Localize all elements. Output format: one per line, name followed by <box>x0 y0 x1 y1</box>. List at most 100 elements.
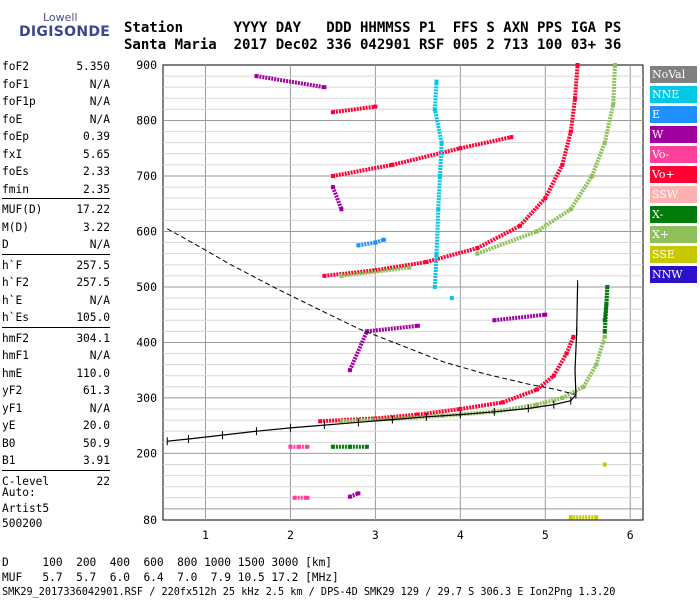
x-tick-label: 2 <box>287 528 294 542</box>
param-key: h`E <box>2 293 23 307</box>
legend-item-sse: SSE <box>650 246 697 263</box>
param-value: 257.5 <box>76 258 110 272</box>
param-row: foF2 5.350 <box>2 60 110 78</box>
plot-frame <box>162 64 644 521</box>
param-row: foE N/A <box>2 113 110 131</box>
param-key: fmin <box>2 182 29 196</box>
x-tick-label: 1 <box>202 528 209 542</box>
param-separator <box>2 469 110 475</box>
echo-trace-vo <box>502 387 538 405</box>
parameter-table: foF2 5.350 foF1 N/A foF1p N/A foE N/A foEp 0.39 fx… <box>2 60 110 492</box>
param-key: h`F2 <box>2 276 29 289</box>
header-values: Santa Maria 2017 Dec02 336 042901 RSF 00… <box>124 37 622 53</box>
param-row: yE 20.0 <box>2 419 110 437</box>
echo-trace-x <box>536 395 563 407</box>
param-key: foE <box>2 112 23 126</box>
param-value: 17.22 <box>76 203 110 216</box>
echo-trace-x <box>569 174 594 211</box>
param-row: D N/A <box>2 238 110 256</box>
legend-item-w: W <box>650 126 697 143</box>
auto-method: Artist5 <box>2 502 50 515</box>
echo-trace-nne <box>432 253 439 288</box>
y-tick-label: 400 <box>136 335 157 349</box>
echo-trace-x <box>611 64 617 104</box>
param-value: 110.0 <box>76 366 110 380</box>
auto-code: 500200 <box>2 517 43 530</box>
param-row: h`F2 257.5 <box>2 276 110 294</box>
echo-point-e <box>381 237 386 242</box>
echo-point-w <box>543 312 548 317</box>
param-row: B0 50.9 <box>2 437 110 455</box>
echo-trace-vo <box>391 146 461 167</box>
x-tick-label: 4 <box>457 528 464 542</box>
echo-trace-x <box>341 265 410 278</box>
echo-trace-vo <box>573 64 580 99</box>
param-value: 5.350 <box>76 60 110 73</box>
x-tick-label: 5 <box>542 528 549 542</box>
param-value: 0.39 <box>83 130 110 143</box>
echo-trace-vo <box>332 162 393 178</box>
param-key: M(D) <box>2 220 29 234</box>
param-value: 22 <box>96 474 110 488</box>
echo-trace-x <box>476 229 538 256</box>
param-row: hmF2 304.1 <box>2 332 110 350</box>
echo-point-x <box>612 63 617 67</box>
echo-point-vo <box>305 444 310 449</box>
footer-muf-row: MUF 5.7 5.7 6.0 6.4 7.0 7.9 10.5 17.2 [M… <box>2 571 339 584</box>
y-tick-label: 200 <box>136 446 157 460</box>
echo-trace-vo <box>417 407 461 417</box>
param-row: M(D) 3.22 <box>2 221 110 239</box>
param-key: C-level <box>2 474 50 488</box>
echo-trace-vo <box>375 260 427 273</box>
echo-point-x <box>407 265 412 270</box>
param-row: foEs 2.33 <box>2 165 110 183</box>
echo-trace-w <box>256 74 325 90</box>
echo-trace-vo <box>375 412 419 421</box>
echo-trace-vo <box>460 400 504 412</box>
echo-trace-x <box>604 286 610 304</box>
y-tick-label: 500 <box>136 280 157 294</box>
param-value: 2.33 <box>83 165 110 178</box>
param-key: foF1p <box>2 95 36 108</box>
legend-item-vo: Vo- <box>650 146 697 163</box>
param-key: hmF1 <box>2 349 29 362</box>
param-row: foEp 0.39 <box>2 130 110 148</box>
echo-point-w <box>415 323 420 328</box>
echo-trace-x <box>341 417 393 424</box>
param-value: N/A <box>89 238 110 251</box>
y-tick-label: 800 <box>136 113 157 127</box>
y-tick-label: 700 <box>136 169 157 183</box>
echo-trace-vo <box>518 196 547 228</box>
legend: NoVal NNE E W Vo- Vo+ SSW X- X+ SSE NNW <box>650 66 697 286</box>
density-profile-line <box>166 228 577 396</box>
param-value: 3.22 <box>83 220 110 234</box>
echo-point-sse <box>568 515 573 520</box>
param-value: 105.0 <box>76 311 110 324</box>
profile-trace-line <box>167 284 579 442</box>
param-key: foF1 <box>2 77 29 91</box>
y-tick-label: 300 <box>136 391 157 405</box>
param-key: hmF2 <box>2 331 29 345</box>
param-key: yF1 <box>2 401 23 415</box>
param-separator <box>2 253 110 259</box>
param-row: yF1 N/A <box>2 402 110 420</box>
auto-label: Auto: <box>2 486 36 499</box>
param-key: foEp <box>2 130 29 143</box>
param-value: 20.0 <box>83 419 110 432</box>
echo-point-w <box>339 207 344 212</box>
echo-trace-w <box>366 323 419 334</box>
echo-point-vo <box>575 63 580 67</box>
echo-point-nne <box>434 79 439 84</box>
legend-item-vo: Vo+ <box>650 166 697 183</box>
param-key: foEs <box>2 165 29 178</box>
legend-item-x: X+ <box>650 226 697 243</box>
param-row: h`Es 105.0 <box>2 311 110 329</box>
echo-trace-x <box>594 336 607 366</box>
param-value: 50.9 <box>83 436 110 450</box>
param-value: N/A <box>89 349 110 362</box>
param-separator <box>2 198 110 203</box>
echo-trace-x <box>602 103 616 144</box>
param-value: N/A <box>89 95 110 108</box>
echo-trace-nne <box>432 81 439 110</box>
